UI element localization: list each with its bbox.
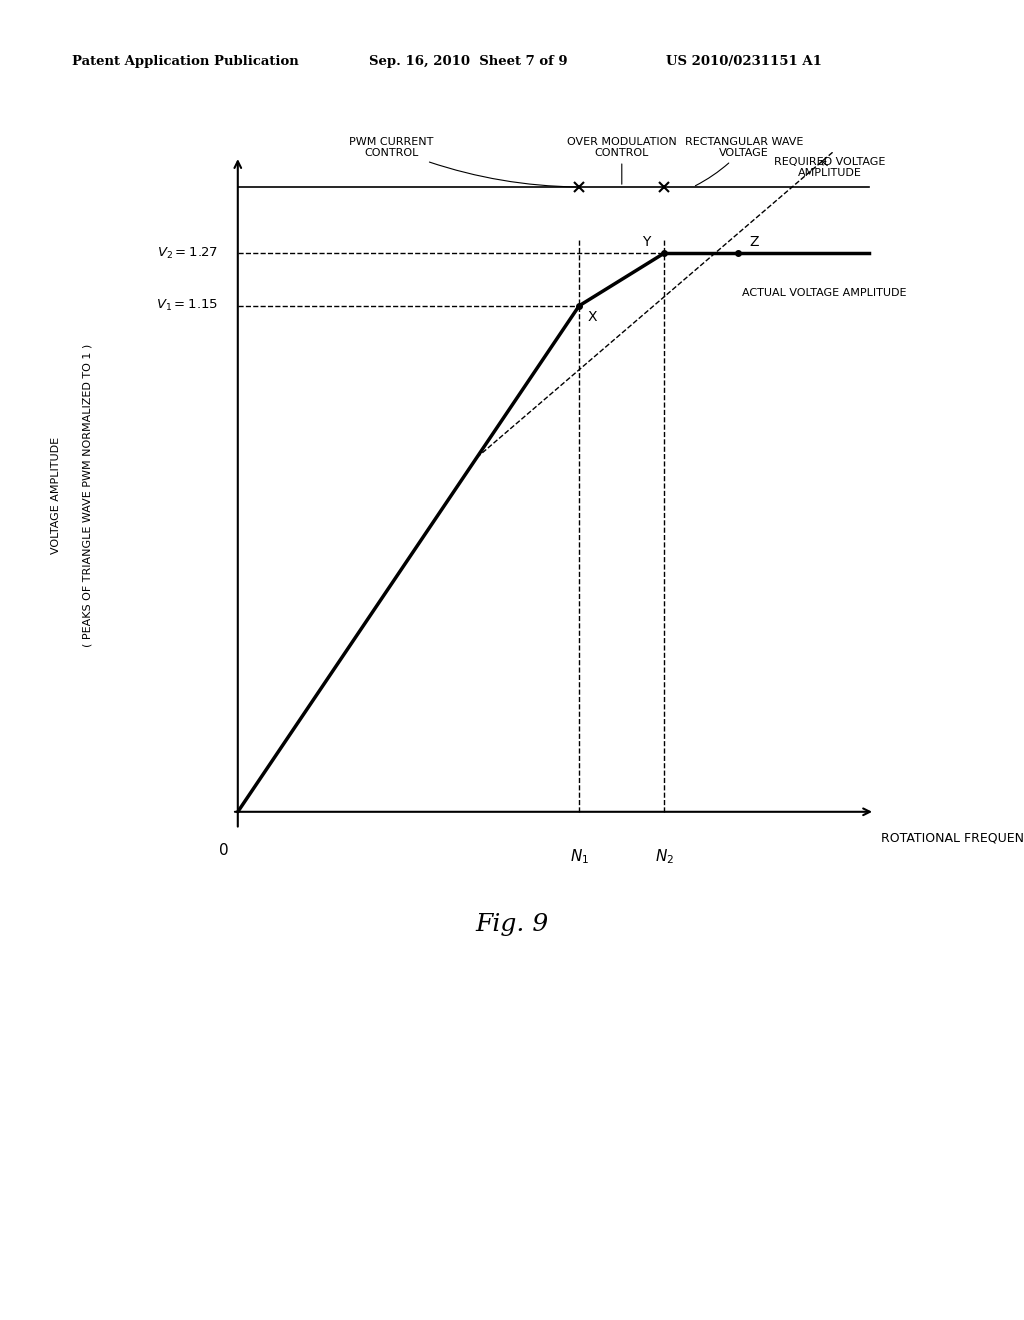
Text: Z: Z [750,235,759,248]
Text: ROTATIONAL FREQUENCY: ROTATIONAL FREQUENCY [881,832,1024,845]
Text: REQUIRED VOLTAGE
AMPLITUDE: REQUIRED VOLTAGE AMPLITUDE [774,157,885,178]
Text: PWM CURRENT
CONTROL: PWM CURRENT CONTROL [349,137,577,187]
Text: VOLTAGE AMPLITUDE: VOLTAGE AMPLITUDE [51,437,61,553]
Text: Fig. 9: Fig. 9 [475,912,549,936]
Text: ( PEAKS OF TRIANGLE WAVE PWM NORMALIZED TO 1 ): ( PEAKS OF TRIANGLE WAVE PWM NORMALIZED … [82,343,92,647]
Text: $V_2 = 1.27$: $V_2 = 1.27$ [157,246,218,260]
Text: Patent Application Publication: Patent Application Publication [72,55,298,69]
Text: OVER MODULATION
CONTROL: OVER MODULATION CONTROL [567,137,677,185]
Text: $N_2$: $N_2$ [655,847,674,866]
Text: Y: Y [642,235,650,248]
Text: ACTUAL VOLTAGE AMPLITUDE: ACTUAL VOLTAGE AMPLITUDE [741,288,906,298]
Text: Sep. 16, 2010  Sheet 7 of 9: Sep. 16, 2010 Sheet 7 of 9 [369,55,567,69]
Text: $N_1$: $N_1$ [569,847,589,866]
Text: RECTANGULAR WAVE
VOLTAGE: RECTANGULAR WAVE VOLTAGE [685,137,803,186]
Text: 0: 0 [219,842,228,858]
Text: US 2010/0231151 A1: US 2010/0231151 A1 [666,55,821,69]
Text: X: X [588,310,597,325]
Text: $V_1 = 1.15$: $V_1 = 1.15$ [156,298,218,313]
